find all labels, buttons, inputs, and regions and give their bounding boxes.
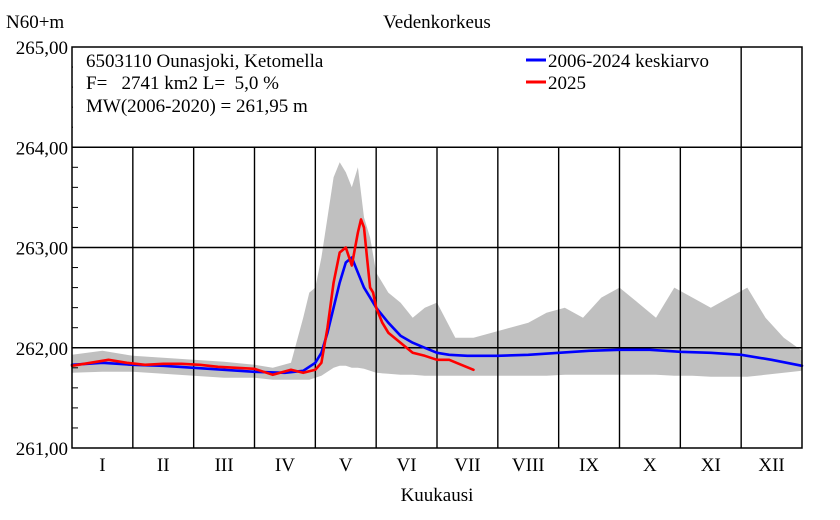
y-tick-label-layer: 261,00 262,00 263,00 264,00 265,00	[16, 38, 68, 460]
info-mean-water: MW(2006-2020) = 261,95 m	[86, 96, 308, 117]
x-tick-label: V	[339, 455, 353, 476]
y-tick-label: 264,00	[16, 138, 68, 159]
info-box	[73, 48, 376, 147]
x-tick-label: VI	[397, 455, 417, 476]
x-tick-label-layer: I II III IV V VI VII VIII IX X XI XII	[99, 455, 785, 476]
legend-label-mean: 2006-2024 keskiarvo	[548, 51, 709, 72]
y-tick-label: 263,00	[16, 239, 68, 260]
x-tick-label: IX	[579, 455, 599, 476]
gridline-layer	[72, 47, 802, 449]
legend-label-2025: 2025	[548, 73, 586, 94]
x-axis-label: Kuukausi	[401, 485, 474, 506]
series-line-2025	[70, 218, 475, 377]
info-station: 6503110 Ounasjoki, Ketomella	[86, 51, 324, 72]
x-tick-label: XI	[701, 455, 721, 476]
x-tick-label: X	[643, 455, 657, 476]
legend: 2006-2024 keskiarvo 2025	[526, 51, 709, 94]
x-tick-label: VII	[454, 455, 480, 476]
y-tick-label: 265,00	[16, 38, 68, 59]
x-tick-label: XII	[758, 455, 784, 476]
info-area: F= 2741 km2 L= 5,0 %	[86, 73, 279, 94]
y-tick-label: 261,00	[16, 439, 68, 460]
series-line-mean	[70, 256, 804, 375]
x-tick-label: II	[157, 455, 170, 476]
y-tick-label: 262,00	[16, 339, 68, 360]
x-tick-label: III	[215, 455, 234, 476]
x-tick-label: I	[99, 455, 105, 476]
chart-title: Vedenkorkeus	[383, 12, 491, 33]
y-axis-unit-label: N60+m	[6, 12, 64, 33]
x-tick-label: IV	[275, 455, 295, 476]
series-layer	[70, 218, 804, 377]
plot-frame	[71, 46, 803, 449]
x-tick-label: VIII	[512, 455, 545, 476]
